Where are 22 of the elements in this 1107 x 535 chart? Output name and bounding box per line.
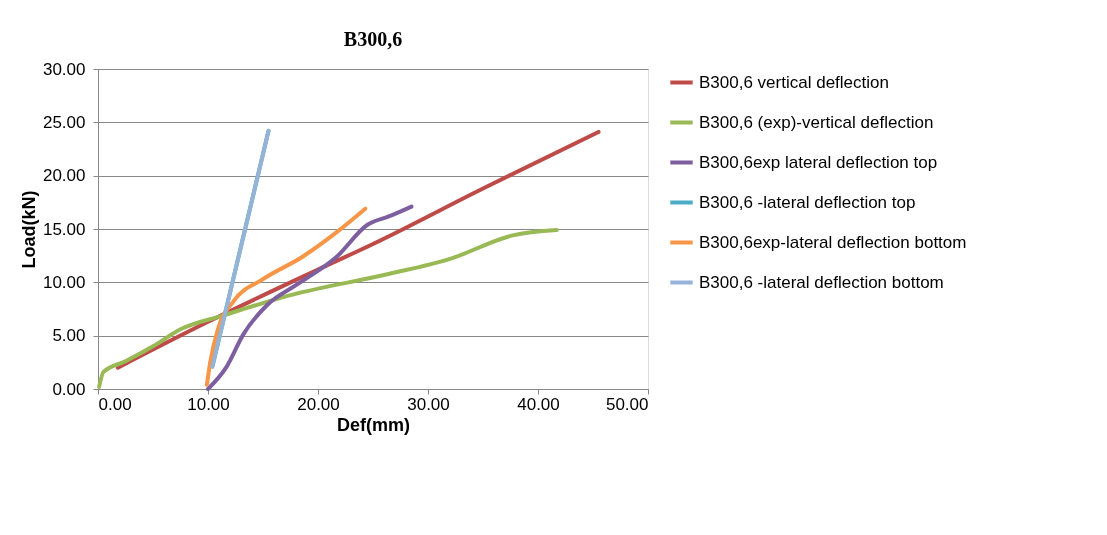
- legend-label: B300,6 -lateral deflection bottom: [699, 272, 944, 292]
- y-tick-label: 15.00: [42, 219, 86, 239]
- legend-label: B300,6exp lateral deflection top: [699, 152, 938, 172]
- legend-label: B300,6exp-lateral deflection bottom: [699, 232, 967, 252]
- x-tick-label: 20.00: [297, 394, 340, 414]
- legend-label: B300,6 (exp)-vertical deflection: [699, 112, 934, 132]
- y-tick-label: 30.00: [42, 59, 86, 79]
- x-tick-label: 10.00: [187, 394, 230, 414]
- x-tick-label: 0.00: [98, 394, 132, 414]
- y-axis-title: Load(kN): [18, 190, 39, 269]
- y-tick-label: 5.00: [52, 326, 86, 346]
- legend-label: B300,6 -lateral deflection top: [699, 192, 916, 212]
- y-tick-label: 0.00: [52, 379, 86, 399]
- y-tick-label: 20.00: [42, 166, 86, 186]
- y-tick-label: 25.00: [42, 112, 86, 132]
- x-tick-label: 50.00: [605, 394, 649, 414]
- x-tick-label: 40.00: [517, 394, 560, 414]
- legend-label: B300,6 vertical deflection: [699, 72, 889, 92]
- x-tick-label: 30.00: [407, 394, 450, 414]
- chart-title: B300,6: [343, 28, 403, 50]
- x-axis-title: Def(mm): [336, 414, 411, 435]
- y-tick-label: 10.00: [42, 272, 86, 292]
